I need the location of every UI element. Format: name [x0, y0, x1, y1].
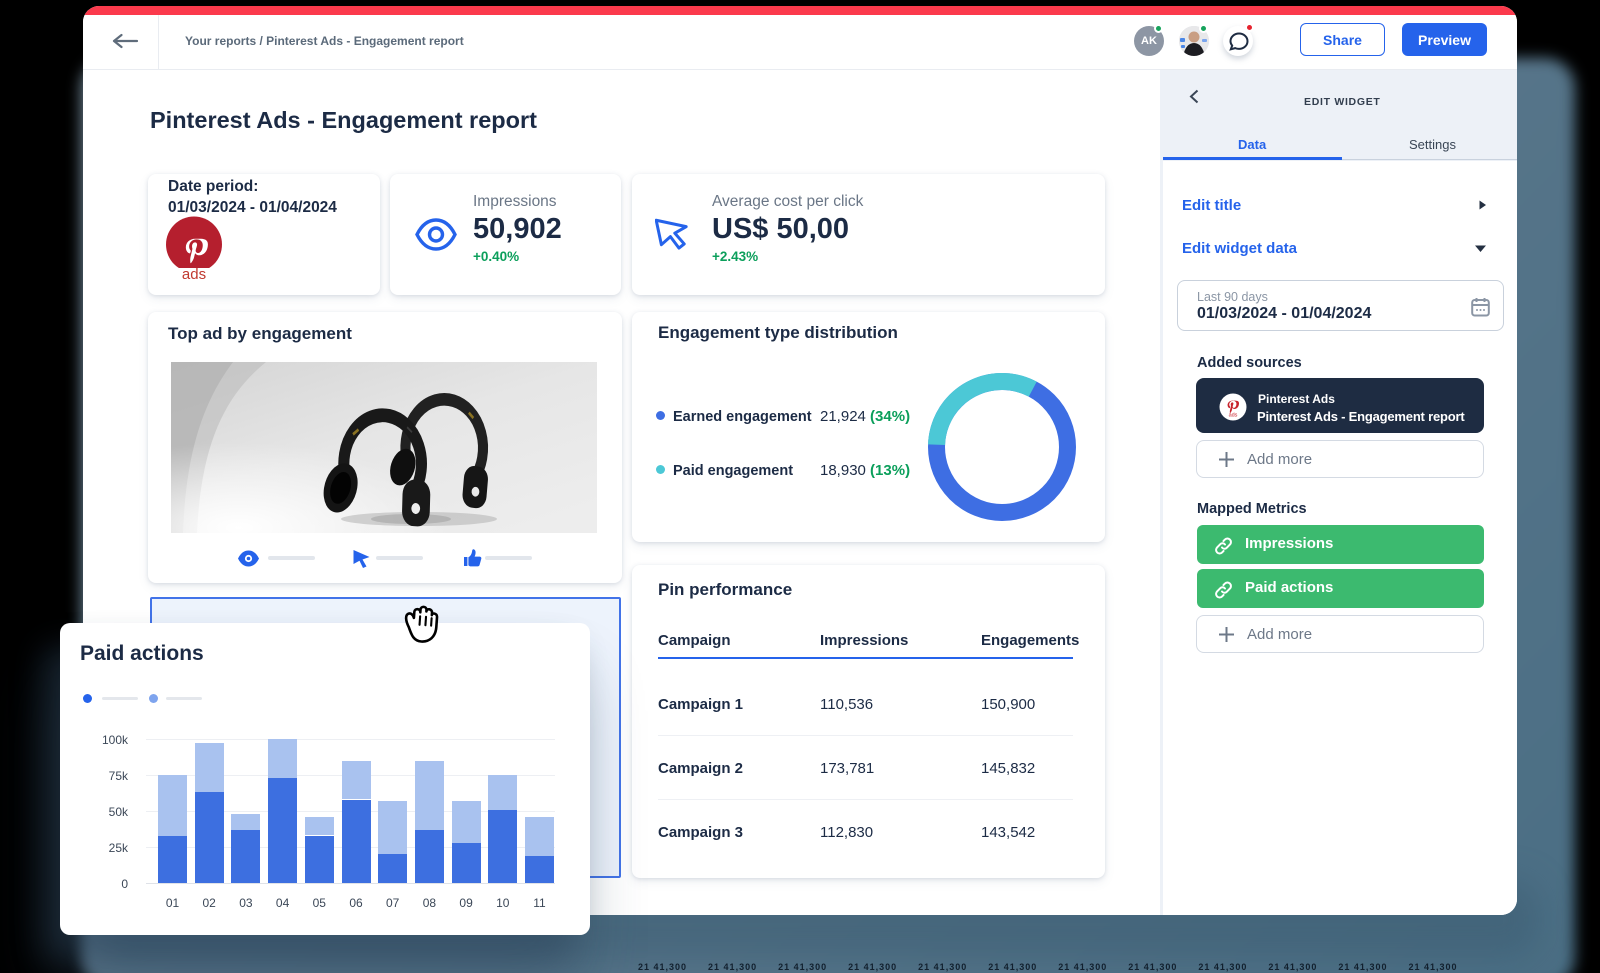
svg-text:ads: ads [1229, 413, 1238, 419]
svg-text:ads: ads [182, 266, 206, 282]
